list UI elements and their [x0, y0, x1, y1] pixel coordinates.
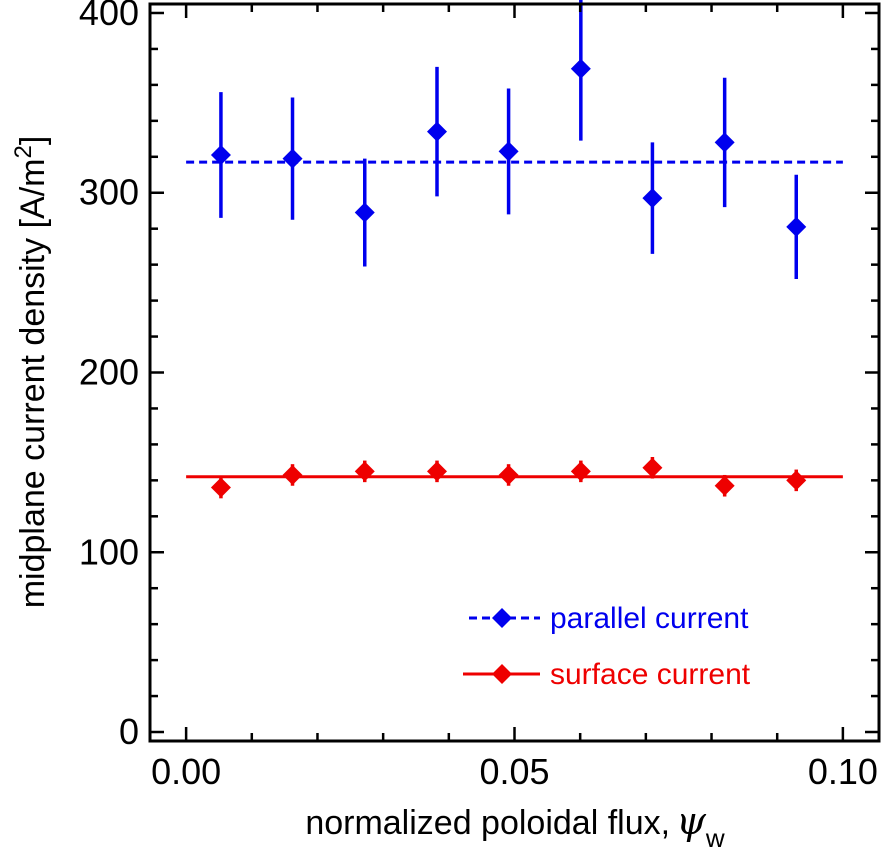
x-tick-labels: 0.00 0.05 0.10 [151, 751, 878, 792]
y-tick-labels: 0 100 200 300 400 [79, 0, 139, 752]
data-point [282, 464, 303, 485]
data-point [714, 132, 735, 153]
x-tick-label: 0.05 [479, 751, 549, 792]
data-point [427, 121, 448, 142]
data-point [786, 470, 807, 491]
data-point [642, 457, 663, 478]
legend: parallel current surface current [463, 602, 751, 691]
data-points [210, 58, 807, 498]
data-point [498, 464, 519, 485]
data-point [498, 141, 519, 162]
plot-frame [148, 2, 881, 743]
data-point [354, 461, 375, 482]
data-point [570, 58, 591, 79]
y-axis-title: midplane current density [A/m2] [10, 136, 52, 609]
legend-label: parallel current [550, 602, 749, 635]
data-point [354, 202, 375, 223]
y-tick-label: 300 [79, 172, 139, 213]
y-tick-label: 200 [79, 352, 139, 393]
y-tick-label: 0 [119, 711, 139, 752]
data-point [282, 148, 303, 169]
data-point [786, 216, 807, 237]
data-point [714, 475, 735, 496]
y-tick-label: 100 [79, 531, 139, 572]
fit-lines [186, 160, 843, 479]
data-point [642, 188, 663, 209]
x-tick-label: 0.10 [808, 751, 878, 792]
data-point [570, 461, 591, 482]
x-axis-title: normalized poloidal flux, ψw [305, 799, 725, 853]
tick-marks [150, 4, 879, 741]
y-tick-label: 400 [79, 0, 139, 33]
legend-marker [492, 608, 512, 628]
data-point [210, 477, 231, 498]
error-bars [219, 0, 798, 499]
data-point [427, 461, 448, 482]
x-tick-label: 0.00 [151, 751, 221, 792]
plot-border [148, 2, 881, 743]
legend-label: surface current [550, 658, 751, 691]
legend-marker [492, 664, 512, 684]
data-point [210, 144, 231, 165]
